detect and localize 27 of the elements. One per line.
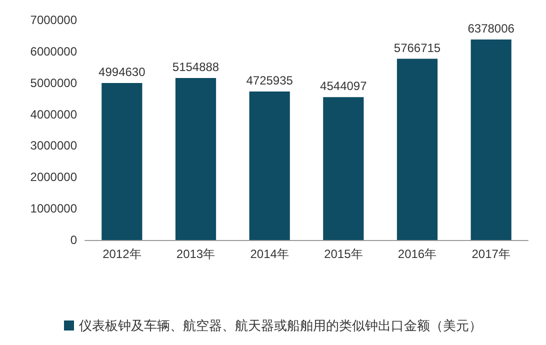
x-tick-label: 2017年 <box>472 247 510 261</box>
y-tick-label: 6000000 <box>30 44 78 58</box>
y-tick-label: 1000000 <box>30 202 78 216</box>
legend-label: 仪表板钟及车辆、航空器、航天器或船舶用的类似钟出口金额（美元） <box>79 318 482 333</box>
data-label: 5154888 <box>172 60 220 74</box>
x-tick-label: 2013年 <box>176 247 216 261</box>
bar <box>249 91 290 240</box>
bar <box>396 58 438 240</box>
x-tick-label: 2014年 <box>250 247 289 261</box>
data-label: 5766715 <box>394 40 441 55</box>
y-tick-label: 5000000 <box>30 76 78 90</box>
data-label: 4725935 <box>246 73 294 88</box>
data-label: 4994630 <box>98 65 146 80</box>
data-label: 6378006 <box>468 22 515 36</box>
bar <box>102 83 142 240</box>
bar <box>175 78 216 240</box>
y-tick-label: 4000000 <box>30 107 78 122</box>
y-tick-label: 3000000 <box>30 138 78 153</box>
y-tick-label: 7000000 <box>30 13 78 27</box>
x-tick-label: 2012年 <box>102 247 142 261</box>
bar <box>470 40 512 240</box>
y-tick-label: 0 <box>70 233 78 247</box>
x-tick-label: 2016年 <box>398 247 437 261</box>
data-label: 4544097 <box>320 79 368 94</box>
y-tick-label: 2000000 <box>30 170 78 184</box>
bar <box>323 97 364 240</box>
x-tick-label: 2015年 <box>324 247 363 261</box>
